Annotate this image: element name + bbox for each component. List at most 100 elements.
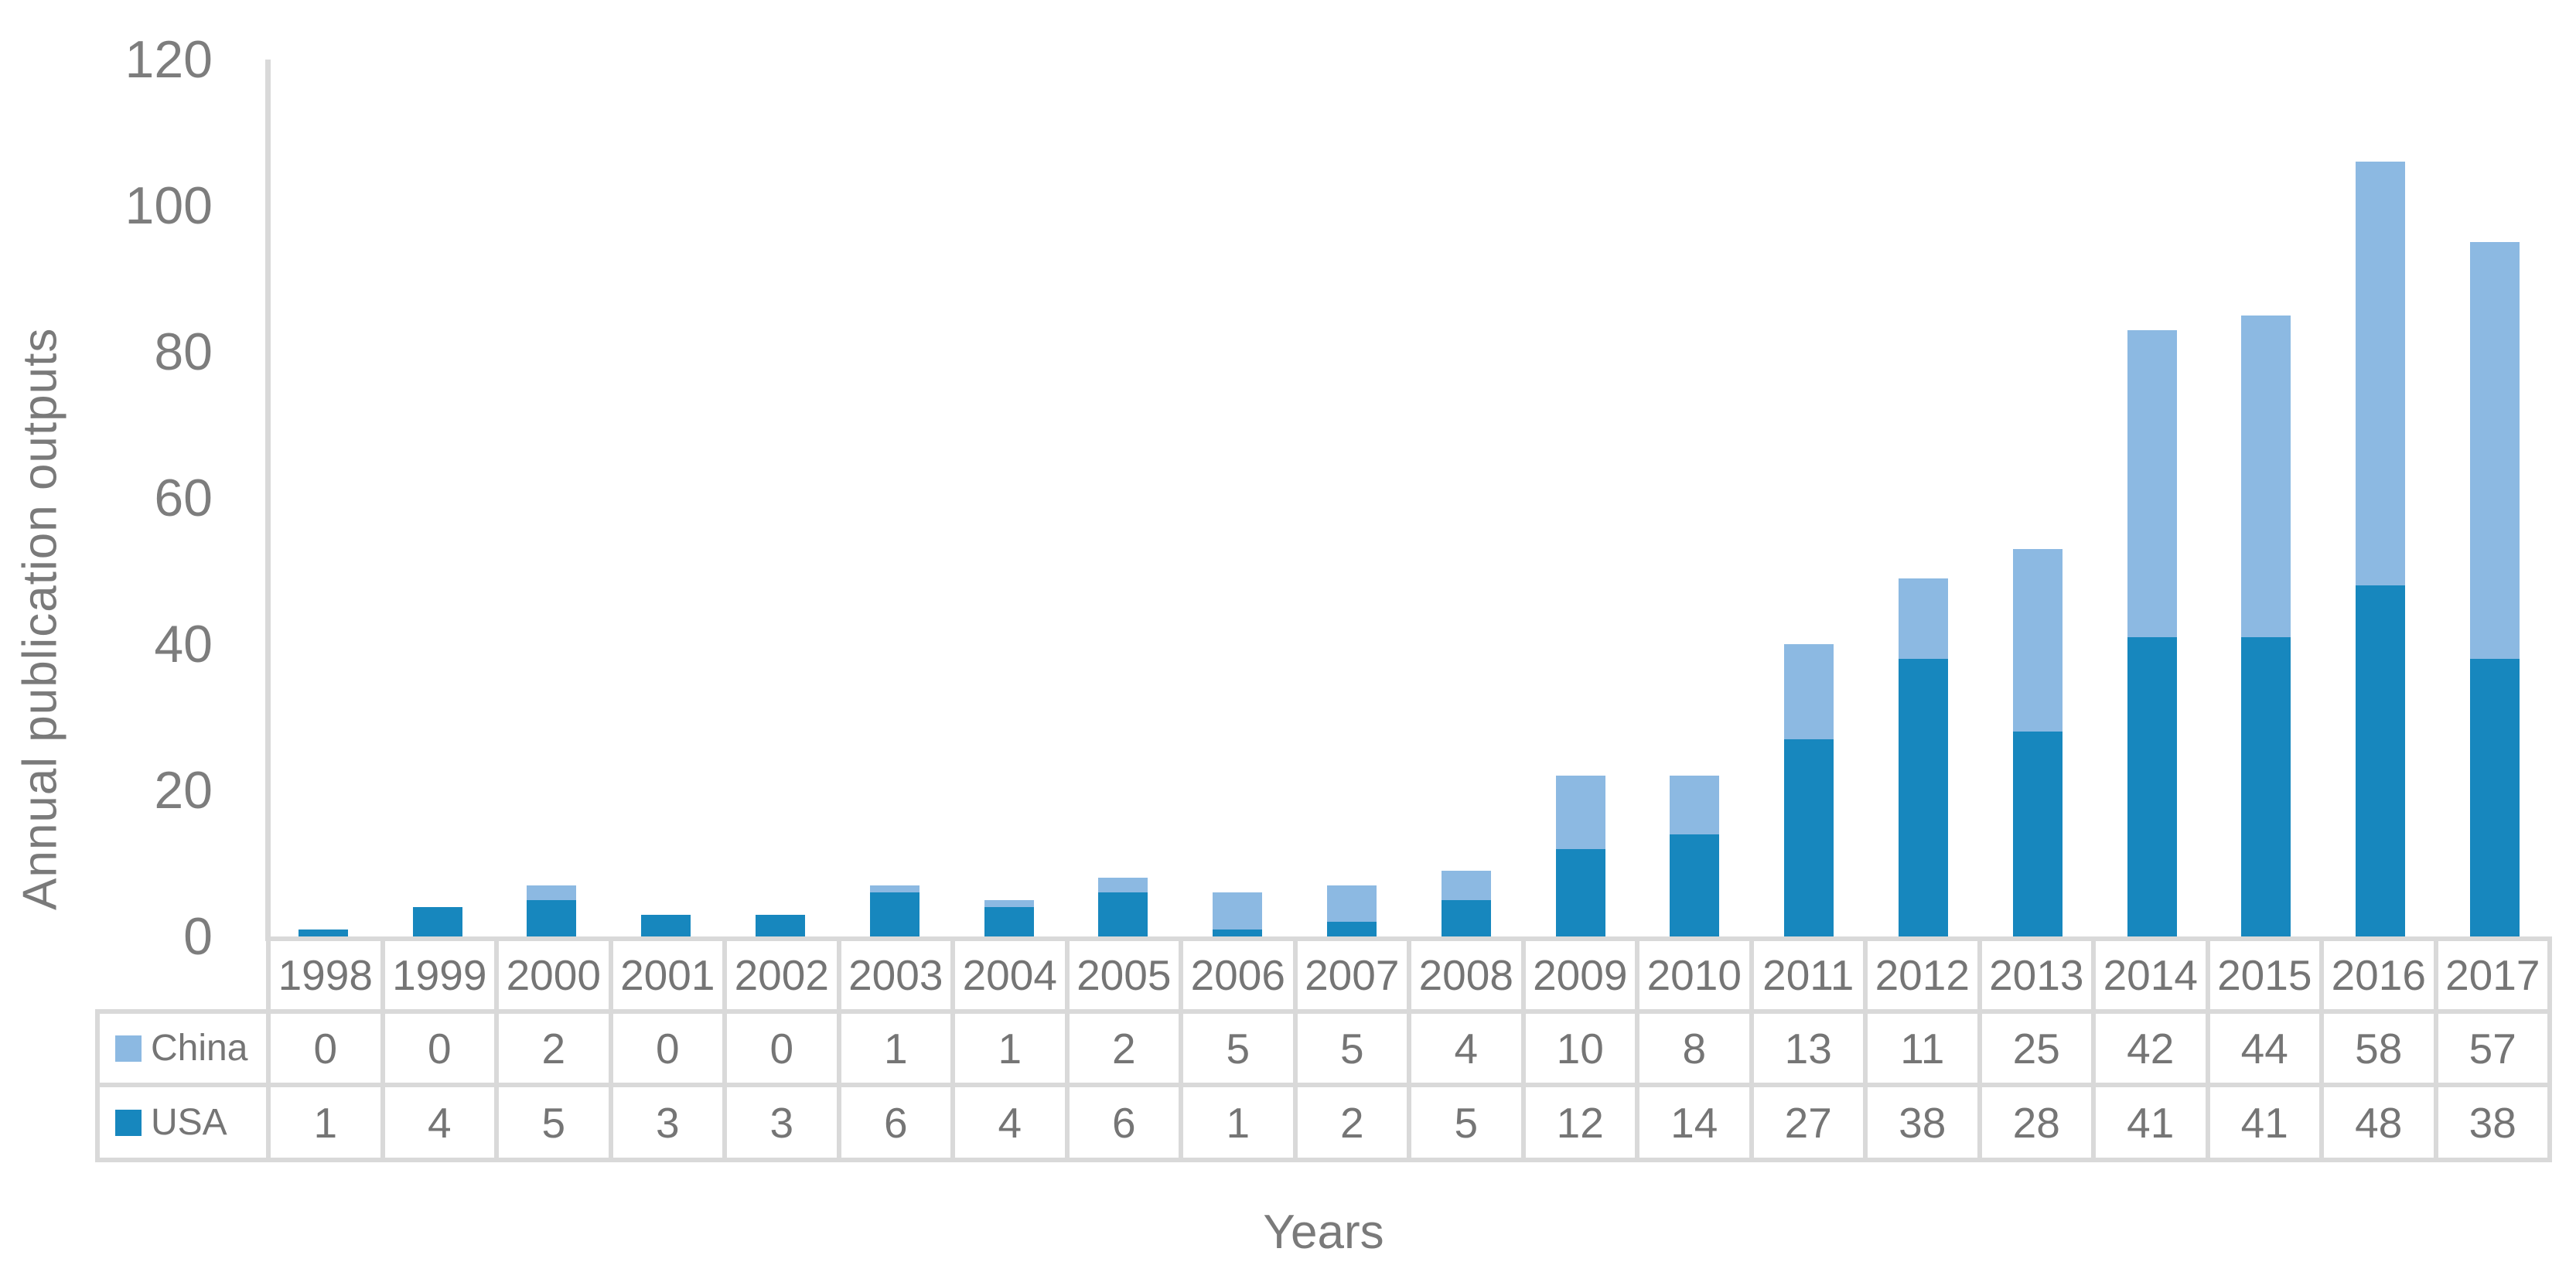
value-cell: 13 <box>1749 1014 1864 1083</box>
bar-segment-china-2015 <box>2241 315 2291 637</box>
bar-segment-china-2000 <box>527 885 577 900</box>
year-label-cell: 1999 <box>380 941 494 1009</box>
value-cell: 42 <box>2091 1014 2206 1083</box>
bar-column-1998 <box>266 60 380 936</box>
x-axis-title: Years <box>1263 1206 1384 1259</box>
table-row-usa: USA 1 4 5 3 3 6 4 6 1 2 5 12 14 27 38 28 41 41 48 38 <box>95 1087 2552 1162</box>
usa-legend-swatch-icon <box>115 1109 142 1136</box>
bar-column-2016 <box>2323 60 2438 936</box>
year-label-cell: 2006 <box>1179 941 1293 1009</box>
value-cell: 57 <box>2433 1014 2548 1083</box>
value-cell: 4 <box>1407 1014 1521 1083</box>
y-axis-tick-label: 20 <box>154 761 213 820</box>
china-legend-swatch-icon <box>115 1035 142 1062</box>
bar-column-2002 <box>723 60 838 936</box>
bar-segment-usa-2007 <box>1327 922 1377 936</box>
value-cell: 6 <box>836 1087 951 1158</box>
bar-segment-usa-2008 <box>1441 899 1491 936</box>
year-label-cell: 2009 <box>1520 941 1635 1009</box>
bar-segment-usa-2017 <box>2470 658 2520 936</box>
value-cell: 1 <box>836 1014 951 1083</box>
table-row-china: China 0 0 2 0 0 1 1 2 5 5 4 10 8 13 11 25 42 44 58 57 <box>95 1009 2552 1087</box>
year-label-cell: 2005 <box>1064 941 1179 1009</box>
bar-segment-china-2016 <box>2356 162 2406 586</box>
bar-segment-usa-2001 <box>641 914 691 936</box>
bar-column-2007 <box>1295 60 1409 936</box>
legend-label: USA <box>151 1102 227 1143</box>
bar-segment-usa-2004 <box>984 907 1034 936</box>
value-cell: 2 <box>494 1014 609 1083</box>
value-cell: 11 <box>1863 1014 1977 1083</box>
legend-cell-usa: USA <box>95 1087 266 1158</box>
bar-segment-usa-2011 <box>1784 739 1834 936</box>
bar-column-2012 <box>1866 60 1981 936</box>
value-cell: 38 <box>2433 1087 2548 1158</box>
legend-label: China <box>151 1028 248 1069</box>
bar-segment-china-2014 <box>2127 329 2177 637</box>
year-label-cell: 2014 <box>2091 941 2206 1009</box>
bar-segment-china-2010 <box>1670 776 1720 834</box>
bar-segment-usa-2015 <box>2241 636 2291 936</box>
year-label-cell: 2000 <box>494 941 609 1009</box>
bar-column-2011 <box>1752 60 1866 936</box>
value-cell: 41 <box>2091 1087 2206 1158</box>
bar-segment-usa-2006 <box>1213 929 1263 936</box>
value-cell: 1 <box>950 1014 1065 1083</box>
year-label-cell: 1998 <box>266 941 380 1009</box>
bar-segment-china-2008 <box>1441 870 1491 900</box>
y-axis-line <box>265 60 271 936</box>
bar-column-2001 <box>609 60 723 936</box>
bar-segment-usa-1999 <box>412 907 462 936</box>
value-cell: 27 <box>1749 1087 1864 1158</box>
year-label-cell: 2001 <box>608 941 722 1009</box>
year-label-cell: 2007 <box>1292 941 1407 1009</box>
y-axis-tick-label: 0 <box>183 907 213 966</box>
year-label-cell: 2008 <box>1407 941 1521 1009</box>
bar-column-2013 <box>1981 60 2095 936</box>
year-label-cell: 2003 <box>836 941 950 1009</box>
bar-segment-usa-2010 <box>1670 834 1720 936</box>
bar-column-1999 <box>380 60 495 936</box>
bar-column-2003 <box>838 60 952 936</box>
value-cell: 0 <box>380 1014 495 1083</box>
bar-column-2010 <box>1638 60 1752 936</box>
bar-segment-usa-2013 <box>2012 732 2063 936</box>
bar-column-2004 <box>952 60 1066 936</box>
bar-column-2017 <box>2438 60 2552 936</box>
bar-segment-china-2013 <box>2012 549 2063 732</box>
value-cell: 6 <box>1064 1087 1179 1158</box>
value-cell: 38 <box>1863 1087 1977 1158</box>
bar-segment-china-2005 <box>1098 878 1148 893</box>
bar-segment-usa-2012 <box>1899 658 1949 936</box>
bar-segment-usa-2005 <box>1098 892 1148 936</box>
value-cell: 41 <box>2205 1087 2320 1158</box>
year-label-cell: 2017 <box>2433 941 2547 1009</box>
y-axis-tick-label: 100 <box>125 176 213 235</box>
bar-segment-china-2004 <box>984 899 1034 908</box>
bar-column-2006 <box>1180 60 1295 936</box>
plot-area <box>266 60 2552 936</box>
value-cell: 4 <box>950 1087 1065 1158</box>
bar-column-2008 <box>1409 60 1523 936</box>
value-cell: 3 <box>608 1087 723 1158</box>
y-axis-tick-label: 40 <box>154 615 213 674</box>
year-label-cell: 2011 <box>1749 941 1863 1009</box>
value-cell: 5 <box>1179 1014 1293 1083</box>
legend-cell-china: China <box>95 1014 266 1083</box>
year-label-cell: 2013 <box>1977 941 2091 1009</box>
y-axis-tick-label: 60 <box>154 469 213 527</box>
bar-column-2014 <box>2095 60 2209 936</box>
x-axis-baseline <box>265 936 2552 941</box>
bar-segment-china-2017 <box>2470 242 2520 659</box>
bar-segment-china-2012 <box>1899 578 1949 659</box>
value-cell: 3 <box>722 1087 837 1158</box>
value-cell: 28 <box>1977 1087 2092 1158</box>
value-cell: 12 <box>1520 1087 1636 1158</box>
bar-column-2000 <box>495 60 609 936</box>
value-cell: 10 <box>1520 1014 1636 1083</box>
year-label-cell: 2002 <box>722 941 837 1009</box>
value-cell: 5 <box>1407 1087 1521 1158</box>
value-cell: 2 <box>1292 1087 1407 1158</box>
value-cell: 44 <box>2205 1014 2320 1083</box>
